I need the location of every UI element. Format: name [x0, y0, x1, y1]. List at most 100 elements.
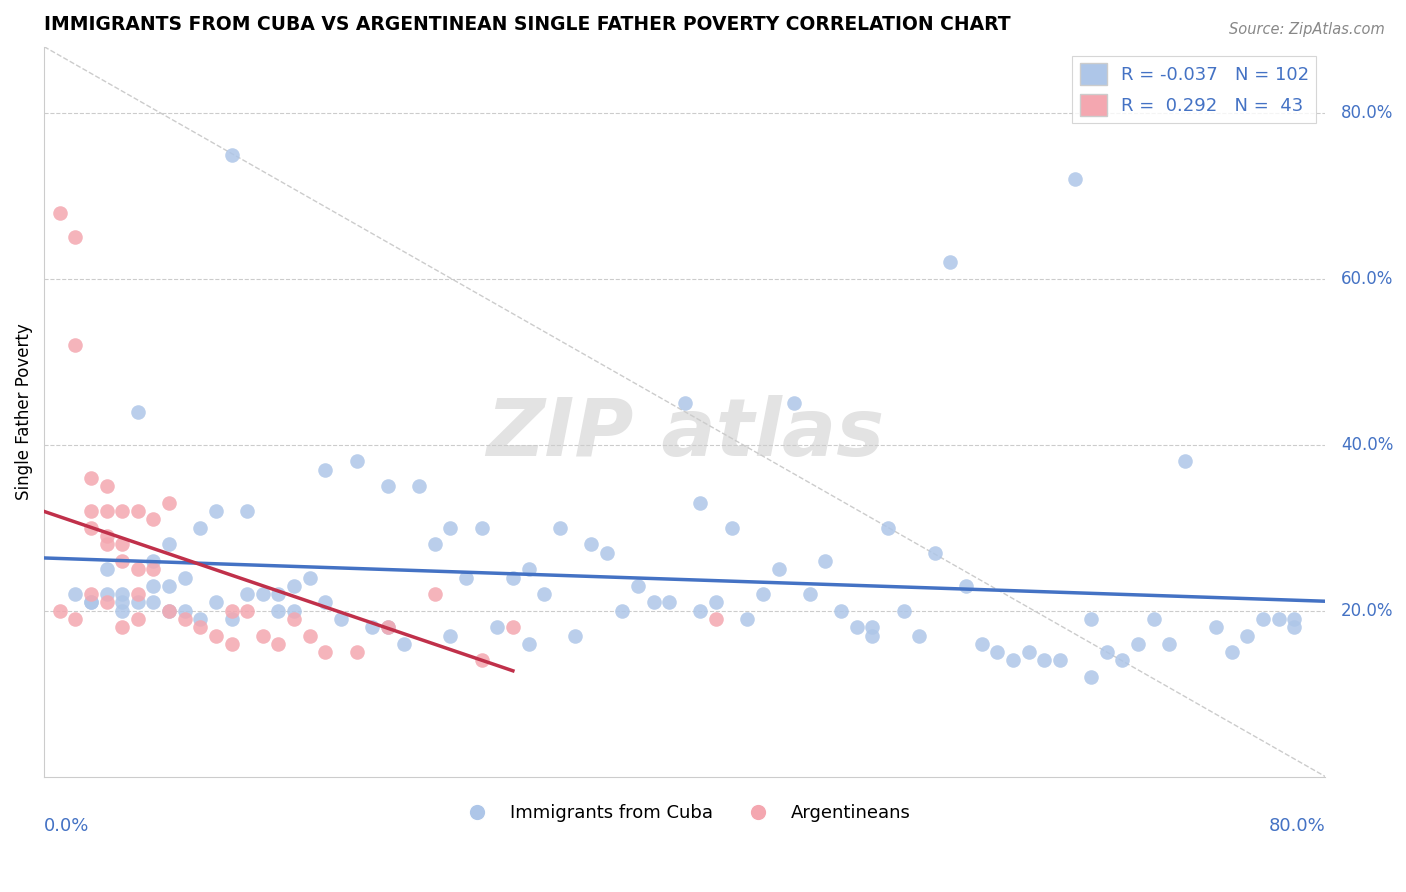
Point	[157, 537, 180, 551]
Point	[1080, 612, 1102, 626]
Point	[111, 595, 134, 609]
Point	[48, 205, 70, 219]
Point	[439, 521, 461, 535]
Point	[377, 620, 399, 634]
Point	[283, 604, 305, 618]
Point	[190, 612, 212, 626]
Point	[80, 595, 103, 609]
Point	[157, 604, 180, 618]
Point	[330, 612, 353, 626]
Point	[111, 554, 134, 568]
Point	[221, 612, 243, 626]
Point	[283, 579, 305, 593]
Point	[423, 537, 446, 551]
Text: 0.0%: 0.0%	[44, 817, 90, 835]
Point	[627, 579, 650, 593]
Point	[517, 562, 540, 576]
Point	[860, 620, 883, 634]
Point	[658, 595, 681, 609]
Point	[80, 521, 103, 535]
Point	[548, 521, 571, 535]
Point	[96, 529, 118, 543]
Point	[939, 255, 962, 269]
Point	[111, 587, 134, 601]
Point	[1080, 670, 1102, 684]
Point	[142, 562, 165, 576]
Point	[799, 587, 821, 601]
Point	[221, 604, 243, 618]
Point	[423, 587, 446, 601]
Point	[127, 595, 149, 609]
Point	[689, 604, 711, 618]
Point	[502, 570, 524, 584]
Point	[471, 653, 494, 667]
Point	[283, 612, 305, 626]
Point	[1282, 612, 1305, 626]
Point	[955, 579, 977, 593]
Point	[65, 338, 87, 352]
Point	[1282, 620, 1305, 634]
Legend: Immigrants from Cuba, Argentineans: Immigrants from Cuba, Argentineans	[451, 797, 918, 830]
Point	[236, 504, 259, 518]
Point	[221, 637, 243, 651]
Point	[877, 521, 900, 535]
Point	[65, 230, 87, 244]
Point	[298, 570, 321, 584]
Point	[860, 629, 883, 643]
Point	[1049, 653, 1071, 667]
Point	[346, 645, 368, 659]
Point	[65, 587, 87, 601]
Point	[314, 645, 336, 659]
Point	[346, 454, 368, 468]
Text: 60.0%: 60.0%	[1341, 270, 1393, 288]
Text: IMMIGRANTS FROM CUBA VS ARGENTINEAN SINGLE FATHER POVERTY CORRELATION CHART: IMMIGRANTS FROM CUBA VS ARGENTINEAN SING…	[44, 15, 1011, 34]
Text: 20.0%: 20.0%	[1341, 602, 1393, 620]
Point	[1251, 612, 1274, 626]
Point	[768, 562, 790, 576]
Point	[267, 604, 290, 618]
Point	[986, 645, 1008, 659]
Point	[205, 595, 228, 609]
Point	[1159, 637, 1181, 651]
Point	[157, 496, 180, 510]
Point	[65, 612, 87, 626]
Text: 80.0%: 80.0%	[1341, 104, 1393, 122]
Point	[1001, 653, 1024, 667]
Point	[267, 587, 290, 601]
Point	[252, 629, 274, 643]
Y-axis label: Single Father Poverty: Single Father Poverty	[15, 323, 32, 500]
Point	[845, 620, 868, 634]
Point	[314, 595, 336, 609]
Point	[1018, 645, 1040, 659]
Point	[1205, 620, 1227, 634]
Point	[908, 629, 931, 643]
Point	[579, 537, 602, 551]
Point	[205, 629, 228, 643]
Point	[127, 504, 149, 518]
Point	[96, 595, 118, 609]
Point	[1126, 637, 1149, 651]
Point	[361, 620, 384, 634]
Point	[377, 620, 399, 634]
Point	[142, 595, 165, 609]
Point	[1220, 645, 1243, 659]
Point	[704, 595, 727, 609]
Point	[221, 147, 243, 161]
Point	[1174, 454, 1197, 468]
Point	[377, 479, 399, 493]
Point	[814, 554, 837, 568]
Point	[1095, 645, 1118, 659]
Point	[173, 570, 195, 584]
Point	[80, 471, 103, 485]
Point	[454, 570, 477, 584]
Point	[1033, 653, 1056, 667]
Point	[48, 604, 70, 618]
Point	[392, 637, 415, 651]
Point	[267, 637, 290, 651]
Point	[704, 612, 727, 626]
Point	[564, 629, 586, 643]
Point	[1236, 629, 1258, 643]
Point	[735, 612, 758, 626]
Point	[80, 587, 103, 601]
Point	[720, 521, 742, 535]
